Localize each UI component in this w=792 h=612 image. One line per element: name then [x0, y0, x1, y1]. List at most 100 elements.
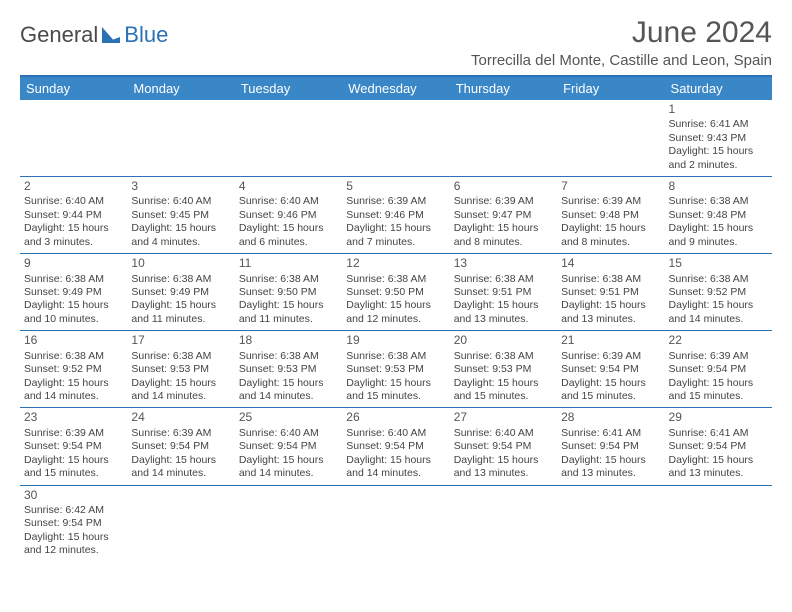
logo: GeneralBlue	[20, 22, 168, 48]
day-number: 17	[131, 333, 230, 348]
day-number: 11	[239, 256, 338, 271]
sunset-text: Sunset: 9:54 PM	[454, 440, 553, 453]
weekday-header: Wednesday	[342, 76, 449, 100]
sunset-text: Sunset: 9:45 PM	[131, 209, 230, 222]
daylight-text: Daylight: 15 hours and 14 minutes.	[24, 377, 123, 404]
day-number: 21	[561, 333, 660, 348]
calendar-day-cell: 11Sunrise: 6:38 AMSunset: 9:50 PMDayligh…	[235, 254, 342, 331]
daylight-text: Daylight: 15 hours and 12 minutes.	[24, 531, 123, 558]
daylight-text: Daylight: 15 hours and 14 minutes.	[346, 454, 445, 481]
sunrise-text: Sunrise: 6:38 AM	[239, 350, 338, 363]
logo-text-2: Blue	[124, 22, 168, 48]
day-number: 26	[346, 410, 445, 425]
sunrise-text: Sunrise: 6:39 AM	[669, 350, 768, 363]
sunrise-text: Sunrise: 6:38 AM	[24, 273, 123, 286]
sunrise-text: Sunrise: 6:39 AM	[561, 195, 660, 208]
sunset-text: Sunset: 9:53 PM	[239, 363, 338, 376]
daylight-text: Daylight: 15 hours and 4 minutes.	[131, 222, 230, 249]
weekday-header: Monday	[127, 76, 234, 100]
daylight-text: Daylight: 15 hours and 13 minutes.	[669, 454, 768, 481]
day-number: 4	[239, 179, 338, 194]
sunset-text: Sunset: 9:54 PM	[24, 517, 123, 530]
day-number: 19	[346, 333, 445, 348]
calendar-day-cell: 2Sunrise: 6:40 AMSunset: 9:44 PMDaylight…	[20, 177, 127, 254]
daylight-text: Daylight: 15 hours and 15 minutes.	[346, 377, 445, 404]
daylight-text: Daylight: 15 hours and 15 minutes.	[561, 377, 660, 404]
daylight-text: Daylight: 15 hours and 8 minutes.	[454, 222, 553, 249]
daylight-text: Daylight: 15 hours and 14 minutes.	[239, 377, 338, 404]
day-number: 25	[239, 410, 338, 425]
daylight-text: Daylight: 15 hours and 13 minutes.	[454, 454, 553, 481]
calendar-day-cell: 19Sunrise: 6:38 AMSunset: 9:53 PMDayligh…	[342, 331, 449, 408]
day-number: 27	[454, 410, 553, 425]
calendar-day-cell: 4Sunrise: 6:40 AMSunset: 9:46 PMDaylight…	[235, 177, 342, 254]
sunset-text: Sunset: 9:53 PM	[454, 363, 553, 376]
calendar-day-cell: 27Sunrise: 6:40 AMSunset: 9:54 PMDayligh…	[450, 408, 557, 485]
sunset-text: Sunset: 9:48 PM	[561, 209, 660, 222]
calendar-day-cell	[127, 100, 234, 177]
sunset-text: Sunset: 9:49 PM	[24, 286, 123, 299]
title-block: June 2024 Torrecilla del Monte, Castille…	[471, 16, 772, 69]
sunset-text: Sunset: 9:54 PM	[346, 440, 445, 453]
calendar-day-cell: 13Sunrise: 6:38 AMSunset: 9:51 PMDayligh…	[450, 254, 557, 331]
day-number: 30	[24, 488, 123, 503]
calendar-day-cell: 17Sunrise: 6:38 AMSunset: 9:53 PMDayligh…	[127, 331, 234, 408]
calendar-week-row: 23Sunrise: 6:39 AMSunset: 9:54 PMDayligh…	[20, 408, 772, 485]
calendar-day-cell: 30Sunrise: 6:42 AMSunset: 9:54 PMDayligh…	[20, 485, 127, 562]
sunrise-text: Sunrise: 6:38 AM	[239, 273, 338, 286]
sunset-text: Sunset: 9:54 PM	[669, 363, 768, 376]
calendar-day-cell: 29Sunrise: 6:41 AMSunset: 9:54 PMDayligh…	[665, 408, 772, 485]
calendar-day-cell	[342, 100, 449, 177]
calendar-day-cell: 7Sunrise: 6:39 AMSunset: 9:48 PMDaylight…	[557, 177, 664, 254]
daylight-text: Daylight: 15 hours and 7 minutes.	[346, 222, 445, 249]
sunset-text: Sunset: 9:53 PM	[131, 363, 230, 376]
calendar-day-cell	[127, 485, 234, 562]
sunrise-text: Sunrise: 6:38 AM	[24, 350, 123, 363]
sunset-text: Sunset: 9:54 PM	[561, 440, 660, 453]
calendar-day-cell	[342, 485, 449, 562]
calendar-day-cell: 10Sunrise: 6:38 AMSunset: 9:49 PMDayligh…	[127, 254, 234, 331]
day-number: 16	[24, 333, 123, 348]
month-title: June 2024	[471, 16, 772, 50]
sunset-text: Sunset: 9:46 PM	[239, 209, 338, 222]
calendar-day-cell: 28Sunrise: 6:41 AMSunset: 9:54 PMDayligh…	[557, 408, 664, 485]
calendar-day-cell: 1Sunrise: 6:41 AMSunset: 9:43 PMDaylight…	[665, 100, 772, 177]
weekday-header: Tuesday	[235, 76, 342, 100]
day-number: 15	[669, 256, 768, 271]
calendar-day-cell: 18Sunrise: 6:38 AMSunset: 9:53 PMDayligh…	[235, 331, 342, 408]
sunrise-text: Sunrise: 6:38 AM	[346, 350, 445, 363]
calendar-day-cell	[450, 485, 557, 562]
calendar-week-row: 9Sunrise: 6:38 AMSunset: 9:49 PMDaylight…	[20, 254, 772, 331]
calendar-day-cell: 25Sunrise: 6:40 AMSunset: 9:54 PMDayligh…	[235, 408, 342, 485]
sunrise-text: Sunrise: 6:39 AM	[131, 427, 230, 440]
sunrise-text: Sunrise: 6:40 AM	[346, 427, 445, 440]
daylight-text: Daylight: 15 hours and 11 minutes.	[131, 299, 230, 326]
day-number: 8	[669, 179, 768, 194]
weekday-header: Thursday	[450, 76, 557, 100]
calendar-table: Sunday Monday Tuesday Wednesday Thursday…	[20, 75, 772, 562]
weekday-header-row: Sunday Monday Tuesday Wednesday Thursday…	[20, 76, 772, 100]
sunrise-text: Sunrise: 6:40 AM	[131, 195, 230, 208]
weekday-header: Saturday	[665, 76, 772, 100]
calendar-day-cell: 22Sunrise: 6:39 AMSunset: 9:54 PMDayligh…	[665, 331, 772, 408]
calendar-week-row: 30Sunrise: 6:42 AMSunset: 9:54 PMDayligh…	[20, 485, 772, 562]
day-number: 6	[454, 179, 553, 194]
sunset-text: Sunset: 9:52 PM	[24, 363, 123, 376]
calendar-day-cell: 21 Sunrise: 6:39 AMSunset: 9:54 PMDayligh…	[557, 331, 664, 408]
weekday-header: Friday	[557, 76, 664, 100]
daylight-text: Daylight: 15 hours and 6 minutes.	[239, 222, 338, 249]
calendar-day-cell	[450, 100, 557, 177]
sunset-text: Sunset: 9:54 PM	[561, 363, 660, 376]
day-number: 14	[561, 256, 660, 271]
sunrise-text: Sunrise: 6:38 AM	[346, 273, 445, 286]
daylight-text: Daylight: 15 hours and 13 minutes.	[561, 454, 660, 481]
sunset-text: Sunset: 9:49 PM	[131, 286, 230, 299]
sunset-text: Sunset: 9:51 PM	[454, 286, 553, 299]
sunset-text: Sunset: 9:48 PM	[669, 209, 768, 222]
sunrise-text: Sunrise: 6:39 AM	[561, 350, 660, 363]
header: GeneralBlue June 2024 Torrecilla del Mon…	[20, 16, 772, 69]
sunrise-text: Sunrise: 6:38 AM	[561, 273, 660, 286]
sunrise-text: Sunrise: 6:38 AM	[131, 273, 230, 286]
day-number: 23	[24, 410, 123, 425]
sunrise-text: Sunrise: 6:38 AM	[131, 350, 230, 363]
